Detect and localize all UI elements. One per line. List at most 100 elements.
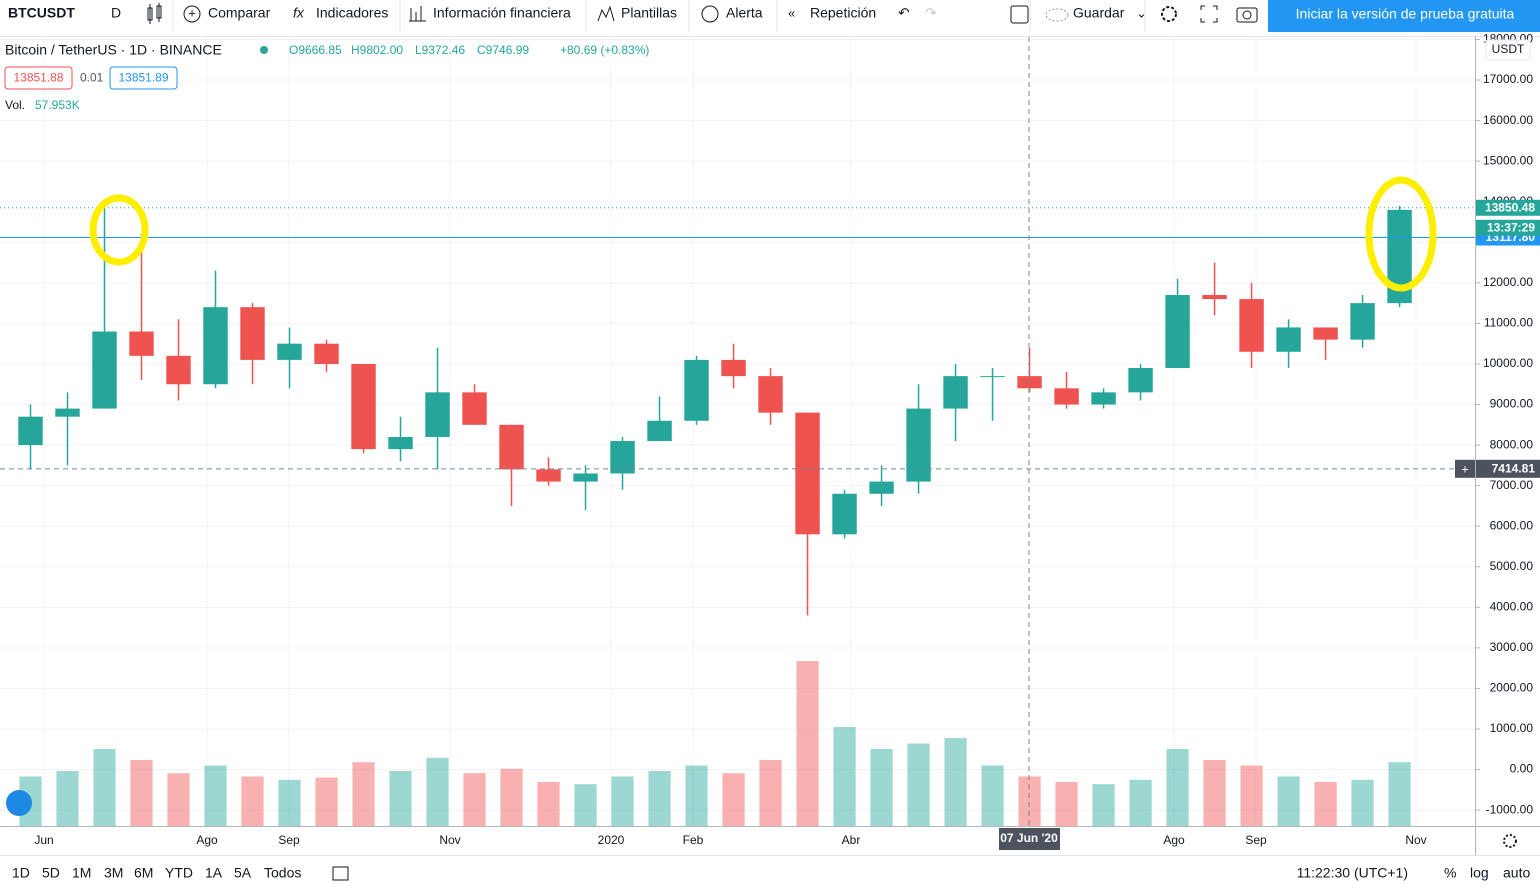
- volume-bar: [241, 776, 264, 826]
- candle-body: [277, 343, 302, 360]
- percent[interactable]: %: [1444, 865, 1456, 881]
- volume-bar: [1388, 762, 1411, 826]
- plot: [0, 37, 1475, 826]
- candle-body: [684, 359, 709, 421]
- toolbar-button[interactable]: Indicadores: [316, 5, 388, 21]
- volume-bar: [907, 743, 930, 826]
- y-tick-label: 5000.00: [1490, 559, 1534, 573]
- price-tag-label: 13850.48: [1485, 200, 1535, 214]
- compare-icon[interactable]: [183, 5, 201, 23]
- x-tick-label: Sep: [278, 833, 300, 847]
- volume-bar: [1166, 749, 1189, 826]
- tv-logo[interactable]: [6, 790, 32, 816]
- candle-body: [1202, 295, 1227, 300]
- template-icon: [597, 5, 615, 22]
- candle-body: [425, 392, 450, 437]
- layout-icon[interactable]: [1010, 5, 1029, 24]
- range-button[interactable]: 5D: [42, 865, 60, 881]
- volume-bar: [1314, 782, 1337, 826]
- volume-bar: [1351, 779, 1374, 826]
- range-button[interactable]: 1A: [205, 865, 223, 881]
- ohlc-value: +80.69 (+0.83%): [560, 43, 649, 57]
- volume-bar: [315, 777, 338, 826]
- y-tick-label: 7000.00: [1490, 478, 1534, 492]
- legend-title: Bitcoin / TetherUS · 1D · BINANCE: [5, 42, 222, 58]
- candle-body: [1350, 303, 1375, 340]
- toolbar-button[interactable]: Comparar: [208, 5, 271, 21]
- crosshair-tag: [1476, 459, 1540, 478]
- candle-body: [1165, 295, 1190, 369]
- volume-bar: [278, 779, 301, 826]
- volume-bar: [796, 661, 819, 826]
- candle-body: [869, 481, 894, 494]
- highlight-circle: [89, 194, 149, 266]
- price-tag: [1476, 199, 1540, 216]
- fullscreen-icon[interactable]: [1200, 5, 1218, 23]
- crosshair-label: 7414.81: [1492, 461, 1536, 475]
- candle-body: [129, 331, 154, 356]
- range-button[interactable]: 3M: [104, 865, 123, 881]
- bid[interactable]: 13851.88: [13, 71, 63, 85]
- alert-icon: [701, 5, 719, 23]
- undo[interactable]: ↶: [898, 5, 910, 21]
- toolbar-button[interactable]: Alerta: [726, 5, 763, 21]
- range-button[interactable]: 5A: [234, 865, 252, 881]
- toolbar-button[interactable]: Repetición: [810, 5, 876, 21]
- date-range-icon[interactable]: [332, 866, 349, 881]
- volume-bar: [352, 762, 375, 826]
- camera-icon[interactable]: [1236, 7, 1258, 23]
- interval[interactable]: D: [111, 5, 121, 21]
- y-tick-label: 16000.00: [1483, 113, 1533, 127]
- bid-box[interactable]: [4, 66, 73, 90]
- ask[interactable]: 13851.89: [118, 71, 168, 85]
- range-button[interactable]: 1D: [12, 865, 30, 881]
- ask-box[interactable]: [109, 66, 178, 90]
- candle-body: [166, 355, 191, 385]
- volume-bar: [574, 784, 597, 826]
- save-button[interactable]: Guardar: [1073, 5, 1125, 21]
- candle-body: [240, 307, 265, 360]
- range-button[interactable]: 1M: [72, 865, 91, 881]
- ohlc-value: L9372.46: [415, 43, 465, 57]
- candle-body: [388, 436, 413, 450]
- vol-label: Vol.: [5, 98, 25, 112]
- symbol[interactable]: BTCUSDT: [8, 5, 75, 21]
- fx-icon: fx: [293, 5, 305, 21]
- candle-body: [832, 493, 857, 535]
- volume-bar: [1092, 784, 1115, 826]
- candle-body: [536, 469, 561, 482]
- candle-body: [1239, 299, 1264, 352]
- volume-bar: [537, 782, 560, 826]
- volume-bar: [130, 760, 153, 826]
- volume-bar: [981, 765, 1004, 826]
- toolbar-button[interactable]: Información financiera: [433, 5, 571, 21]
- redo[interactable]: ↷: [925, 5, 937, 21]
- log[interactable]: log: [1470, 865, 1489, 881]
- toolbar-button[interactable]: Plantillas: [621, 5, 677, 21]
- highlight-circle: [1365, 176, 1437, 292]
- chevron[interactable]: ⌄: [1136, 5, 1147, 20]
- candle-type-icon[interactable]: [147, 3, 162, 24]
- trial-button-bg[interactable]: [1268, 0, 1540, 32]
- auto[interactable]: auto: [1503, 865, 1530, 881]
- volume-bar: [204, 765, 227, 826]
- status-dot: [260, 46, 268, 54]
- axis-settings[interactable]: [1503, 834, 1517, 848]
- candle-body: [573, 473, 598, 482]
- candle-body: [758, 376, 783, 413]
- settings-icon[interactable]: [1161, 6, 1177, 22]
- crosshair-plus-box[interactable]: [1455, 459, 1475, 478]
- candle-body: [351, 363, 376, 450]
- trial-button[interactable]: Iniciar la versión de prueba gratuita: [1296, 6, 1515, 22]
- volume-bar: [56, 771, 79, 826]
- y-tick-label: 9000.00: [1490, 397, 1534, 411]
- range-button[interactable]: 6M: [134, 865, 153, 881]
- x-tick-label: Nov: [439, 833, 460, 847]
- currency: USDT: [1492, 42, 1525, 56]
- volume-bar: [685, 765, 708, 826]
- range-button[interactable]: YTD: [165, 865, 193, 881]
- volume-bar: [389, 771, 412, 826]
- range-button[interactable]: Todos: [264, 865, 301, 881]
